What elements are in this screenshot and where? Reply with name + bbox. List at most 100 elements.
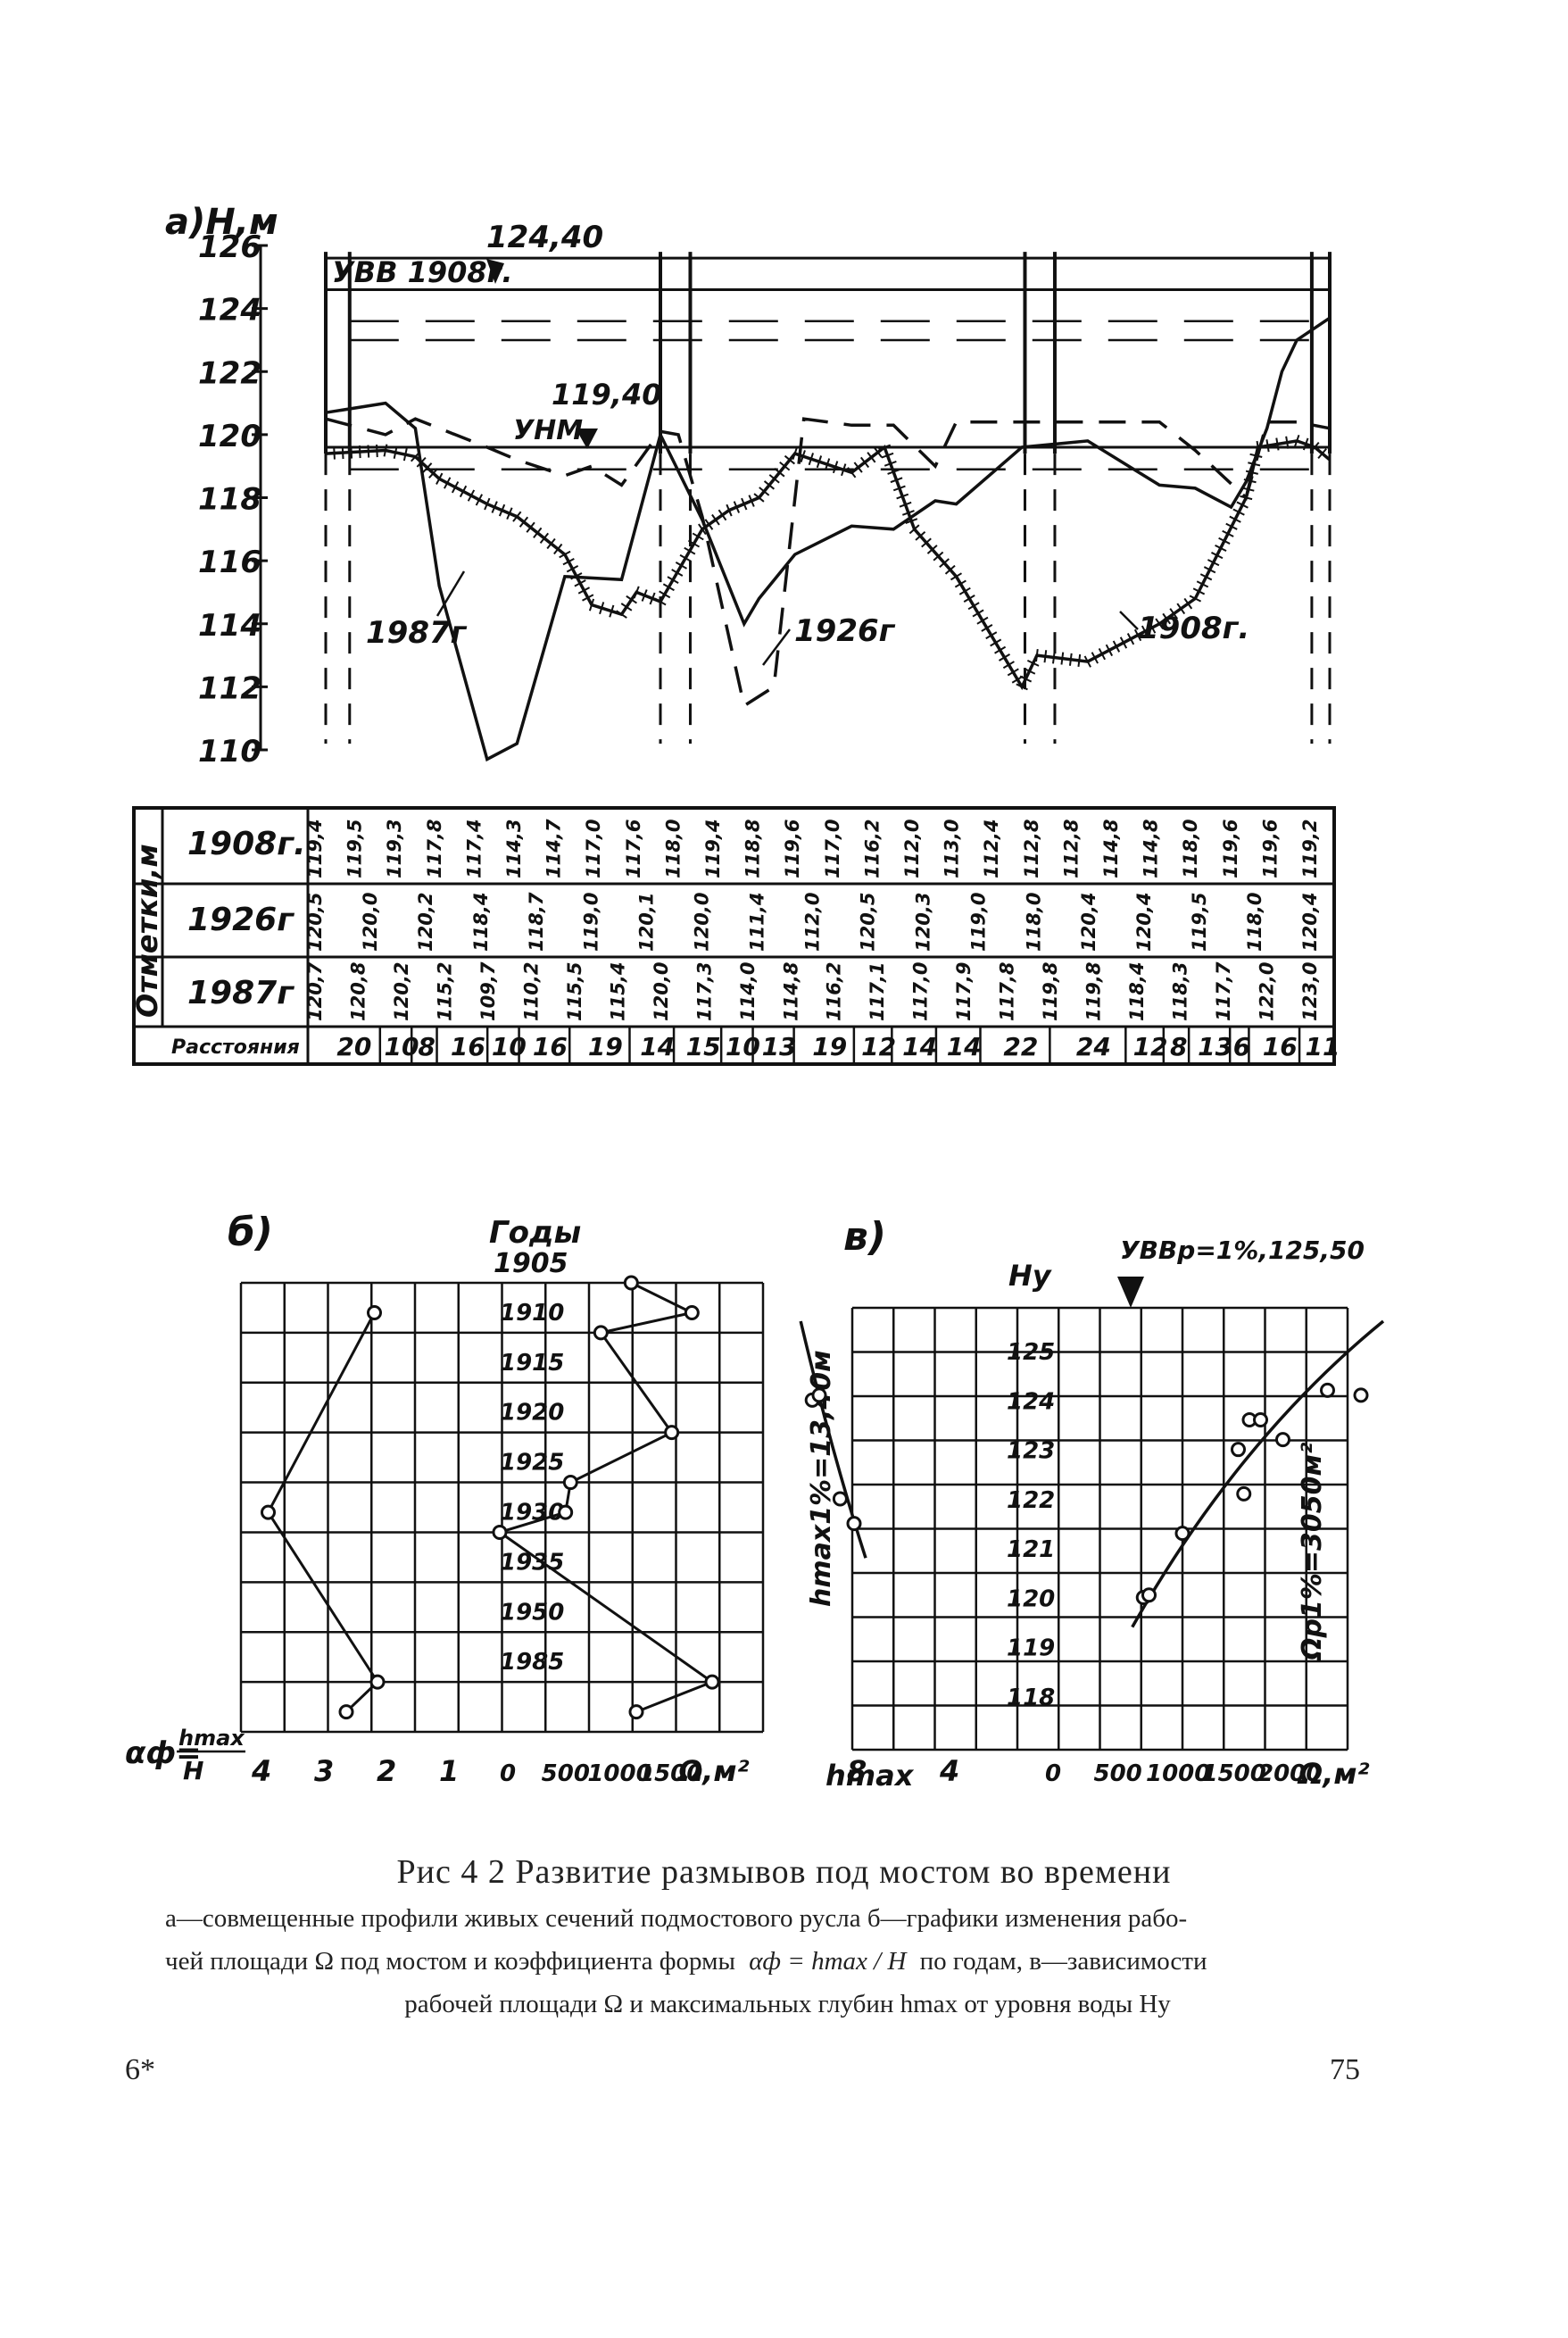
profile-hatch: [609, 604, 615, 618]
profile-hatch: [1023, 667, 1036, 675]
year-tick-label: 1920: [500, 1400, 564, 1427]
profile-hatch: [1176, 603, 1186, 615]
profile-hatch: [832, 461, 839, 474]
distance-value: 15: [686, 1032, 721, 1061]
profile-hatch: [908, 524, 920, 535]
profile-hatch: [675, 562, 688, 570]
series-c-point: [1275, 1432, 1290, 1448]
panel-a-axis-label: а)Н,м: [165, 202, 278, 243]
alpha-axis-denominator: H: [183, 1756, 203, 1785]
omega-c-tick-label: 1500: [1202, 1760, 1266, 1787]
profile-hatch: [1148, 621, 1157, 634]
profile-hatch: [654, 597, 667, 606]
profile-hatch: [324, 447, 328, 461]
table-cell-value: 119,4: [304, 820, 326, 878]
profile-hatch: [905, 518, 918, 524]
chart-c: в) Ну УВВр=1%,125,50 118 119 120 121 122 123 124 1…: [799, 1214, 1385, 1793]
profile-hatch: [873, 446, 883, 458]
profile-hatch: [649, 592, 656, 605]
y-tick-label: 114: [198, 608, 261, 644]
profile-hatch: [1293, 435, 1300, 447]
profile-hatch: [512, 511, 522, 522]
profile-hatch: [491, 501, 498, 513]
profile-hatch: [958, 587, 971, 595]
table-cell-value: 118,0: [1244, 893, 1265, 952]
distance-value: 14: [640, 1032, 675, 1061]
signature-mark: 6*: [125, 2053, 155, 2086]
year-tick-label: 1910: [500, 1300, 564, 1327]
table-cell-value: 118,8: [743, 820, 764, 878]
hy-tick-label: 123: [1007, 1438, 1055, 1465]
series-c-point: [832, 1491, 848, 1507]
profile-hatch: [878, 444, 892, 451]
profile-hatch: [726, 503, 733, 517]
table-cell-value: 112,8: [1060, 820, 1082, 878]
distance-value: 14: [947, 1032, 982, 1061]
profile-hatch: [1203, 566, 1216, 574]
profile-hatch: [816, 455, 823, 469]
caption-formula: αф = hmax / H: [749, 1947, 907, 1976]
uvv-label: УВВ 1908г.: [332, 255, 513, 289]
table-cell-value: 111,4: [747, 893, 768, 952]
panel-c-label: в): [843, 1214, 886, 1260]
distance-label: Расстояния: [171, 1036, 300, 1059]
table-cell-value: 120,3: [912, 893, 933, 952]
table-cell-value: 117,9: [953, 962, 975, 1021]
series-b-point: [558, 1504, 574, 1520]
table-cell-value: 110,2: [520, 962, 542, 1021]
table-cell-value: 112,4: [981, 820, 1002, 878]
profile-hatch: [847, 467, 857, 478]
omega-1pct-note: Ωр1%=3050м²: [1297, 1443, 1328, 1662]
profile-hatch: [562, 557, 575, 566]
table-cell-value: 119,8: [1040, 962, 1061, 1021]
table-cell-value: 122,0: [1257, 962, 1278, 1021]
profile-hatch: [599, 602, 605, 615]
profile-hatch: [1002, 661, 1015, 670]
profile-hatch: [577, 587, 591, 595]
profile-hatch: [1236, 501, 1249, 509]
profile-hatch: [1222, 529, 1234, 537]
table-cell-value: 118,0: [1180, 820, 1201, 878]
table-cell-value: 114,3: [503, 820, 525, 878]
distance-value: 10: [385, 1032, 419, 1061]
distance-value: 16: [1263, 1032, 1298, 1061]
omega-c-tick-label: 0: [1045, 1760, 1061, 1787]
distance-value: 16: [451, 1032, 485, 1061]
table-cell-value: 119,3: [384, 820, 405, 878]
profile-hatch: [1083, 655, 1091, 668]
profile-hatch: [1162, 612, 1172, 625]
table-cell-value: 120,0: [651, 962, 672, 1021]
table-row-label: 1987г: [187, 975, 295, 1011]
table-cell-value: 119,6: [1259, 820, 1281, 878]
profile-hatch: [684, 546, 696, 555]
omega-c-tick-label: 1000: [1146, 1760, 1210, 1787]
chart-b: б) Годы1905191019151920192519301935195019…: [125, 1210, 765, 1788]
table-cell-value: 119,5: [1189, 893, 1210, 952]
profile-hatch: [1275, 437, 1280, 451]
distance-value: 12: [861, 1032, 896, 1061]
year-start-label: 1905: [494, 1248, 568, 1279]
table-cell-value: 118,0: [1023, 893, 1044, 952]
table-cell-value: 116,2: [861, 820, 883, 878]
profile-hatch: [539, 532, 550, 545]
series-label-1908: 1908г.: [1138, 611, 1249, 646]
profile-hatch: [1112, 640, 1121, 653]
series-c-point: [1353, 1387, 1369, 1403]
profile-hatch: [1192, 587, 1206, 595]
series-c-point: [846, 1516, 862, 1532]
omega-axis-label: Ω,м²: [676, 1754, 750, 1788]
table-cell-value: 119,6: [782, 820, 803, 878]
profile-hatch: [667, 576, 679, 585]
profile-hatch: [574, 579, 586, 587]
profile-hatch: [967, 602, 980, 611]
profile-hatch: [350, 445, 353, 459]
table-cell-value: 115,4: [607, 962, 628, 1021]
table-cell-value: 117,6: [623, 820, 644, 878]
table-cell-value: 120,4: [1299, 893, 1321, 952]
profile-line-2: [325, 316, 1331, 762]
table-cell-value: 112,8: [1021, 820, 1042, 878]
omega-c-tick-label: 500: [1094, 1760, 1142, 1787]
table-cell-value: 112,0: [802, 893, 824, 952]
table-cell-value: 120,2: [415, 893, 436, 952]
profile-hatch: [475, 494, 484, 506]
